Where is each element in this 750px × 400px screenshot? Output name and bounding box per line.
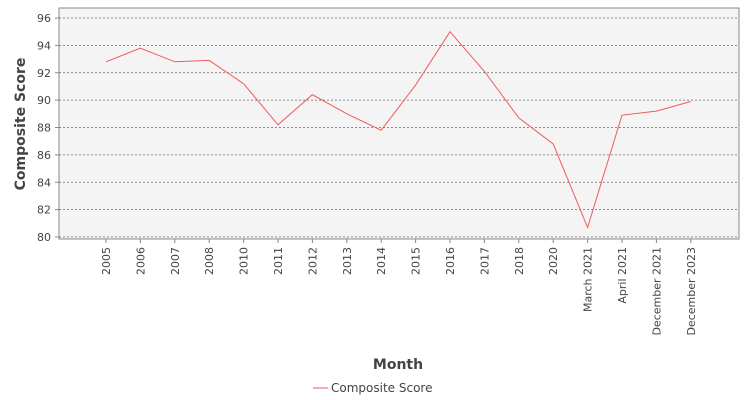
x-tick-label: 2011 [272, 247, 285, 275]
x-tick-label: 2017 [478, 247, 491, 275]
x-tick-label: December 2021 [650, 247, 663, 336]
x-tick-label: 2014 [375, 247, 388, 275]
x-tick-label: 2015 [410, 247, 423, 275]
y-tick-label: 88 [37, 122, 51, 135]
x-tick-label: 2005 [100, 247, 113, 275]
x-tick-label: 2018 [513, 247, 526, 275]
y-tick-label: 96 [37, 12, 51, 25]
x-tick-label: 2007 [169, 247, 182, 275]
x-tick-label: 2006 [134, 247, 147, 275]
x-tick-label: 2020 [547, 247, 560, 275]
y-tick-label: 90 [37, 94, 51, 107]
y-tick-label: 92 [37, 67, 51, 80]
x-tick-label: 2013 [341, 247, 354, 275]
plot-background [58, 7, 740, 240]
legend: Composite Score [313, 381, 432, 395]
y-axis-title: Composite Score [13, 58, 29, 191]
y-axis-ticks: 80 82 84 86 88 90 92 94 96 [37, 12, 59, 244]
x-tick-label: 2012 [306, 247, 319, 275]
y-tick-label: 86 [37, 149, 51, 162]
y-tick-label: 94 [37, 39, 51, 52]
x-tick-label: March 2021 [582, 247, 595, 312]
x-axis-ticks: 2005 2006 2007 2008 2010 2011 2012 2013 2014 2015… [100, 239, 698, 336]
grid-lines [59, 17, 739, 238]
x-tick-label: 2010 [238, 247, 251, 275]
x-tick-label: April 2021 [616, 247, 629, 304]
y-tick-label: 80 [37, 231, 51, 244]
legend-label: Composite Score [331, 381, 432, 395]
x-tick-label: 2016 [444, 247, 457, 275]
x-tick-label: December 2023 [685, 247, 698, 336]
x-axis-title: Month [373, 357, 423, 373]
series-layer [105, 30, 691, 229]
series-line [105, 30, 691, 229]
y-tick-label: 84 [37, 176, 51, 189]
x-tick-label: 2008 [203, 247, 216, 275]
y-tick-label: 82 [37, 204, 51, 217]
